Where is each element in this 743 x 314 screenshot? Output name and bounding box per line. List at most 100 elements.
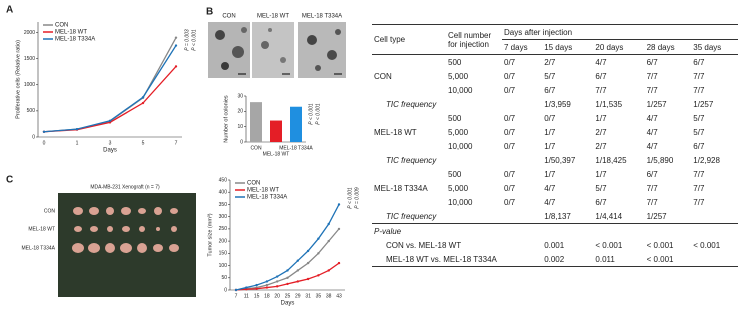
table-cell: 1/257 xyxy=(646,211,667,221)
micrographs xyxy=(208,22,346,78)
table-cell: 0/7 xyxy=(504,169,516,179)
table-cell: 0/7 xyxy=(504,57,516,67)
table-cell: 10,000 xyxy=(448,197,473,207)
table-cell: 1/5,890 xyxy=(646,155,674,165)
table-cell: 1/8,137 xyxy=(544,211,571,221)
point xyxy=(286,269,289,272)
y-tick-label: 0 xyxy=(240,139,243,145)
y-tick-label: 1500 xyxy=(24,56,35,62)
table-cell: 5,000 xyxy=(448,183,469,193)
table-cell xyxy=(502,97,542,111)
xenograft-row-label: CON xyxy=(44,208,56,214)
table-cell xyxy=(372,139,446,153)
point xyxy=(141,101,145,105)
table-cell: 5,000 xyxy=(448,71,469,81)
point xyxy=(306,261,310,265)
y-tick-label: 350 xyxy=(219,202,228,208)
table-row: 7 days 15 days 20 days 28 days 35 days xyxy=(372,40,738,55)
table-cell: 7/7 xyxy=(646,197,658,207)
bar xyxy=(290,106,302,142)
y-tick-label: 400 xyxy=(219,190,228,196)
y-tick-label: 10 xyxy=(237,124,243,130)
table-row: 500 0/7 2/7 4/7 6/7 6/7 xyxy=(372,55,738,70)
y-tick-label: 30 xyxy=(237,93,243,99)
table-cell: 6/7 xyxy=(646,169,658,179)
y-tick-label: 0 xyxy=(32,134,35,140)
table-cell: 0.011 xyxy=(595,254,615,264)
bar xyxy=(270,120,282,142)
legend-label: CON xyxy=(55,23,68,29)
table-cell: MEL-18 T334A xyxy=(374,183,428,193)
table-cell xyxy=(691,252,738,267)
point xyxy=(317,252,320,255)
y-tick-label: 300 xyxy=(219,214,228,220)
table-cell: 6/7 xyxy=(693,57,705,67)
point xyxy=(337,227,341,231)
x-tick-label: 43 xyxy=(336,293,342,299)
x-tick-label: MEL-18 WT xyxy=(263,151,290,157)
x-tick-label: 25 xyxy=(285,293,291,299)
table-cell xyxy=(372,167,446,181)
table-cell: 5/7 xyxy=(595,183,607,193)
table-cell: 7/7 xyxy=(693,71,705,81)
point xyxy=(276,280,279,283)
y-tick-label: 250 xyxy=(219,226,228,232)
table-cell: 0/7 xyxy=(504,197,516,207)
table-cell xyxy=(502,209,542,224)
table-row: P-value xyxy=(372,224,738,239)
x-tick-label: 0 xyxy=(43,140,46,146)
table-cell: 5/7 xyxy=(693,113,705,123)
point xyxy=(296,259,299,262)
x-tick-label: 29 xyxy=(295,293,301,299)
table-cell: 2/7 xyxy=(595,127,607,137)
micrograph-label: MEL-18 WT xyxy=(257,14,289,20)
y-tick-label: 2000 xyxy=(24,30,35,36)
table-cell: < 0.001 xyxy=(646,254,674,264)
table-cell: 5/7 xyxy=(544,71,556,81)
point xyxy=(286,276,289,279)
point xyxy=(245,288,248,291)
table-cell: 4/7 xyxy=(646,113,658,123)
table-cell: 0/7 xyxy=(544,113,556,123)
table-cell: 10,000 xyxy=(448,85,473,95)
p-value-annotation: P < 0.001 xyxy=(347,187,353,209)
table-cell: 5,000 xyxy=(448,127,469,137)
point xyxy=(296,280,299,283)
table-cell: TIC frequency xyxy=(386,211,437,221)
series-line xyxy=(43,37,177,133)
y-tick-label: 20 xyxy=(237,109,243,115)
table-row: 500 0/7 1/7 1/7 6/7 7/7 xyxy=(372,167,738,181)
point xyxy=(265,283,269,287)
table-cell: 7/7 xyxy=(693,197,705,207)
point xyxy=(108,119,112,122)
point xyxy=(286,282,289,286)
p-value-annotation: P < 0.001 xyxy=(308,103,314,125)
x-tick-label: CON xyxy=(250,145,262,151)
table-cell xyxy=(502,252,542,267)
table-cell: Cell number for injection xyxy=(448,30,492,49)
legend-label: MEL-18 WT xyxy=(247,188,279,194)
y-tick-label: 450 xyxy=(219,177,228,183)
table-cell: 2/7 xyxy=(595,141,607,151)
charts: A B C CON MEL-18 WT MEL-18 T334A MDA-MB-… xyxy=(6,5,360,307)
table-cell: 1/2,928 xyxy=(693,155,720,165)
bar xyxy=(250,102,262,142)
table-cell xyxy=(691,209,738,224)
table-cell: 1/7 xyxy=(595,113,607,123)
table-cell: 15 days xyxy=(544,42,573,52)
table-cell: 1/50,397 xyxy=(544,155,576,165)
table-cell: 500 xyxy=(448,57,462,67)
point xyxy=(174,65,178,68)
table-cell: 0/7 xyxy=(504,141,516,151)
table-cell: 1/7 xyxy=(544,169,556,179)
y-axis-label: Proliferative cells (Relative ratio) xyxy=(15,40,21,119)
x-tick-label: 3 xyxy=(109,140,112,146)
table-cell: 5/7 xyxy=(693,127,705,137)
table-row: CON vs. MEL-18 WT 0.001 < 0.001 < 0.001 < 0.… xyxy=(372,238,738,252)
x-tick-label: 31 xyxy=(305,293,311,299)
table-cell: 1/3,959 xyxy=(544,99,571,109)
xenograft-row-label: MEL-18 WT xyxy=(28,226,55,232)
point xyxy=(255,287,258,290)
table-cell: 35 days xyxy=(693,42,722,52)
legend-label: CON xyxy=(247,181,260,187)
